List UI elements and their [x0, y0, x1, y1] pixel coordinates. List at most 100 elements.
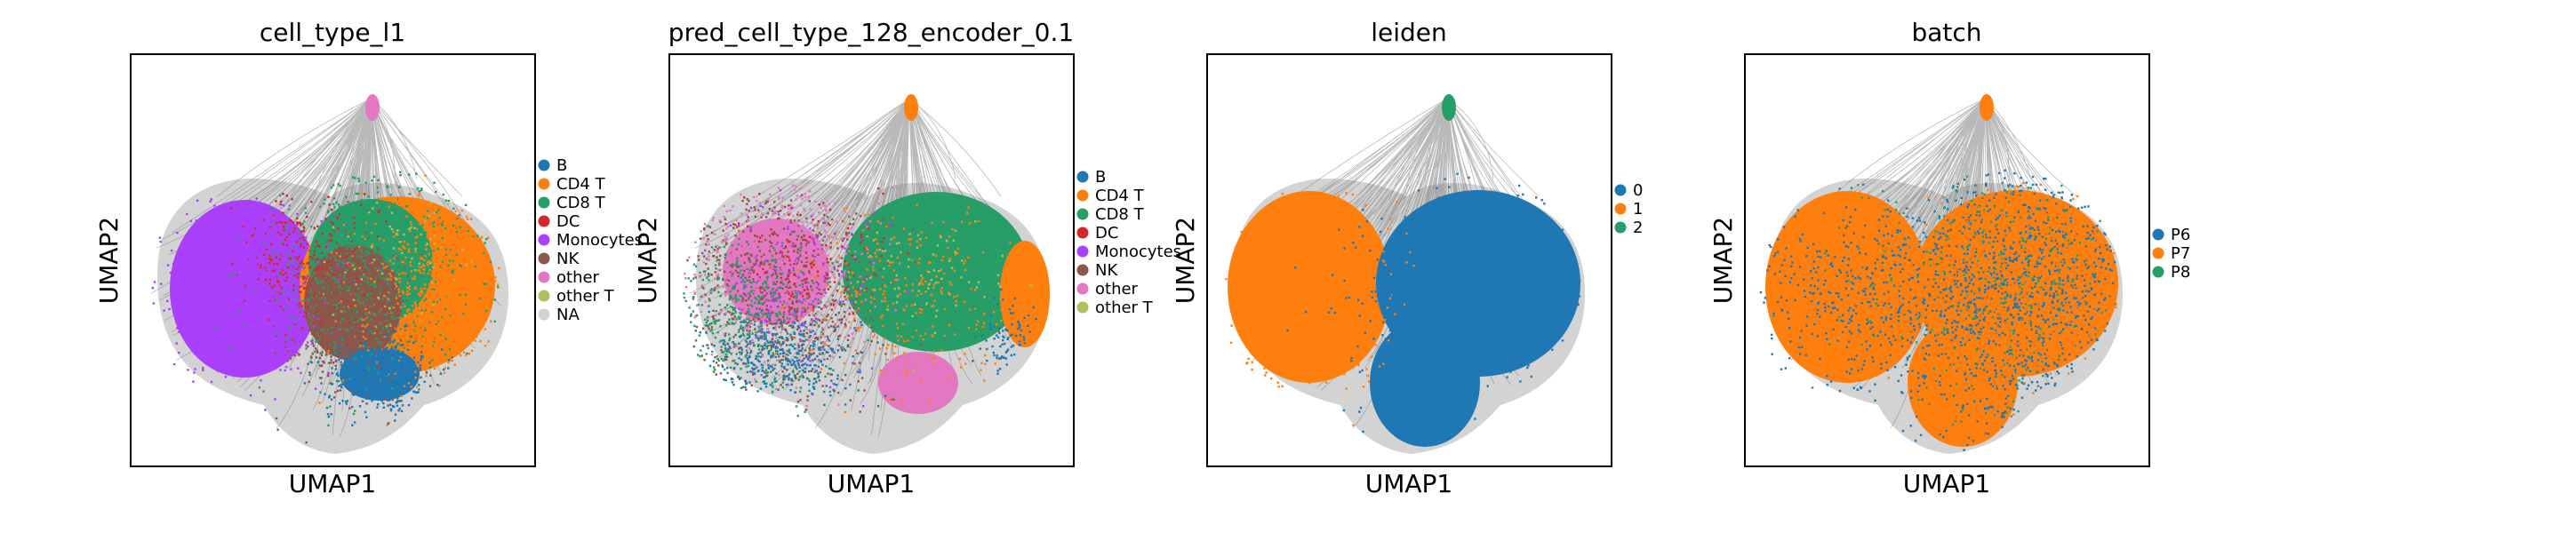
legend-item: other — [538, 268, 600, 287]
legend-item: DC — [538, 212, 580, 231]
legend: 012 — [1614, 181, 1643, 237]
x-axis-label: UMAP1 — [1365, 469, 1453, 498]
legend-item: other — [1076, 280, 1139, 298]
y-axis-label: UMAP2 — [633, 217, 662, 305]
legend-label: CD4 T — [556, 175, 606, 194]
plot-area — [683, 94, 1050, 454]
axes-frame — [1744, 53, 2150, 467]
embedding — [150, 94, 508, 454]
legend-label: DC — [1095, 224, 1118, 243]
legend-item: Monocytes — [538, 231, 643, 250]
cluster-cd4-t — [1000, 241, 1050, 347]
x-axis-label: UMAP1 — [1903, 469, 1991, 498]
embedding — [1759, 94, 2123, 454]
legend-label: P6 — [2171, 226, 2190, 244]
legend-label: CD8 T — [1095, 205, 1145, 224]
legend-marker — [1076, 264, 1089, 276]
axes-frame — [668, 53, 1075, 467]
points-monocytes — [151, 197, 372, 411]
legend-label: other T — [556, 287, 615, 306]
y-axis-label: UMAP2 — [94, 217, 124, 305]
legend-item: other T — [538, 287, 615, 306]
legend-item: 0 — [1614, 181, 1643, 200]
points-dc — [724, 187, 909, 333]
legend-item: P8 — [2152, 263, 2190, 282]
cluster-p7-left — [1765, 191, 1929, 383]
legend-marker — [1076, 189, 1089, 202]
legend-label: Monocytes — [1095, 243, 1181, 261]
points-b-right — [972, 288, 1037, 375]
legend-label: 2 — [1633, 219, 1643, 237]
panel-title: batch — [1911, 18, 1981, 47]
cluster-p7-tip — [1980, 94, 1994, 121]
legend-item: DC — [1076, 224, 1118, 243]
legend-marker — [538, 234, 550, 246]
points-cd4-t — [738, 203, 1036, 414]
cluster-cd8-t — [843, 192, 1029, 352]
points-b — [303, 325, 453, 426]
legend-label: other — [556, 268, 600, 287]
legend-marker — [1076, 171, 1089, 183]
legend-marker — [2152, 228, 2164, 241]
legend-item: CD4 T — [1076, 187, 1145, 205]
legend-label: B — [1095, 168, 1106, 187]
legend-label: 0 — [1633, 181, 1643, 200]
points-p8 — [1772, 174, 2108, 426]
legend-marker — [1614, 203, 1627, 215]
legend-marker — [538, 252, 550, 265]
legend-label: 1 — [1633, 200, 1643, 219]
cluster-other — [878, 352, 958, 414]
legend-label: Monocytes — [556, 231, 643, 250]
points-other-t — [808, 212, 1033, 372]
points-cd8-t-left — [683, 225, 898, 418]
legend-marker — [538, 196, 550, 209]
legend-item: CD8 T — [1076, 205, 1145, 224]
cluster-1 — [1228, 191, 1391, 383]
points-p6-left — [1759, 183, 1987, 405]
cluster-other — [365, 94, 380, 121]
y-axis-label: UMAP2 — [1171, 217, 1200, 305]
points-dc — [229, 193, 388, 364]
legend-item: NA — [538, 306, 580, 324]
legend-item: 2 — [1614, 219, 1643, 237]
legend-marker — [2152, 266, 2164, 278]
legend-item: Monocytes — [1076, 243, 1181, 261]
cluster-2 — [1442, 94, 1456, 121]
legend-marker — [1076, 208, 1089, 220]
panel-title: leiden — [1371, 18, 1447, 47]
legend-marker — [1076, 282, 1089, 295]
legend-marker — [538, 271, 550, 283]
points-b — [694, 288, 887, 408]
legend-label: other — [1095, 280, 1139, 298]
embedding — [1225, 94, 1585, 454]
legend-marker — [538, 215, 550, 227]
legend-item: P6 — [2152, 226, 2190, 244]
legend-item: NK — [1076, 261, 1118, 280]
legend-item: NK — [538, 250, 580, 268]
legend-marker — [538, 308, 550, 321]
legend-item: other T — [1076, 298, 1154, 317]
legend-label: B — [556, 156, 567, 175]
legend-marker — [2152, 247, 2164, 259]
legend-item: B — [1076, 168, 1106, 187]
cluster-p7-lower — [1908, 319, 2018, 447]
legend-marker — [1076, 245, 1089, 258]
cluster-monocytes — [170, 200, 319, 378]
legend-item: P7 — [2152, 244, 2190, 263]
y-axis-label: UMAP2 — [1708, 217, 1738, 305]
legend-label: NA — [556, 306, 580, 324]
axes-frame — [130, 53, 536, 467]
points-cd4-t — [318, 174, 500, 426]
plot-area — [1759, 94, 2123, 454]
legend-marker — [538, 159, 550, 171]
legend-label: P8 — [2171, 263, 2190, 282]
cluster-0-lower — [1370, 319, 1480, 447]
legend-item: 1 — [1614, 200, 1643, 219]
cluster-cd4-t-tip — [904, 94, 918, 121]
